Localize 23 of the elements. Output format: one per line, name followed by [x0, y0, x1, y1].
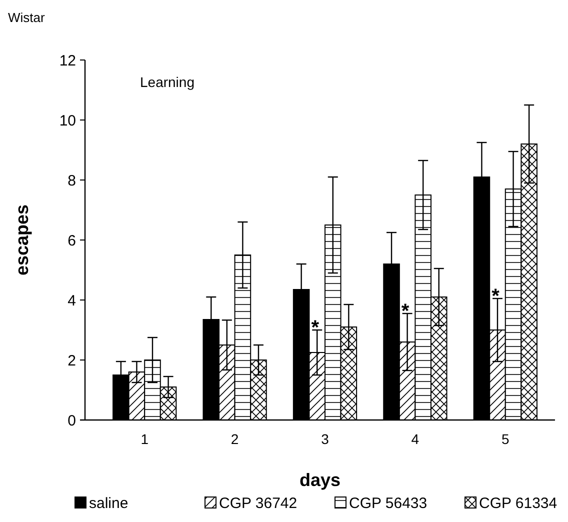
x-tick-label: 4 — [411, 431, 420, 447]
chart-title: Wistar — [8, 10, 46, 25]
legend-label: CGP 56433 — [349, 495, 428, 512]
y-axis-title: escapes — [12, 204, 32, 276]
x-tick-label: 1 — [140, 431, 149, 447]
y-tick-label: 0 — [68, 412, 76, 430]
y-tick-label: 6 — [68, 232, 76, 250]
legend-label: saline — [89, 495, 128, 512]
y-tick-label: 8 — [68, 172, 76, 190]
legend-label: CGP 61334 — [479, 495, 558, 512]
x-tick-label: 2 — [230, 431, 239, 447]
annotation: Learning — [140, 74, 194, 90]
x-tick-label: 5 — [501, 431, 510, 447]
x-axis-title: days — [299, 470, 341, 490]
annotation: * — [401, 300, 410, 322]
y-tick-label: 4 — [68, 292, 76, 310]
x-tick-label: 3 — [321, 431, 330, 447]
annotation: * — [492, 286, 500, 308]
annotation: * — [311, 317, 320, 339]
y-tick-label: 2 — [68, 352, 76, 370]
y-tick-label: 12 — [59, 52, 76, 70]
y-tick-label: 10 — [59, 112, 76, 130]
legend-label: CGP 36742 — [219, 495, 298, 512]
